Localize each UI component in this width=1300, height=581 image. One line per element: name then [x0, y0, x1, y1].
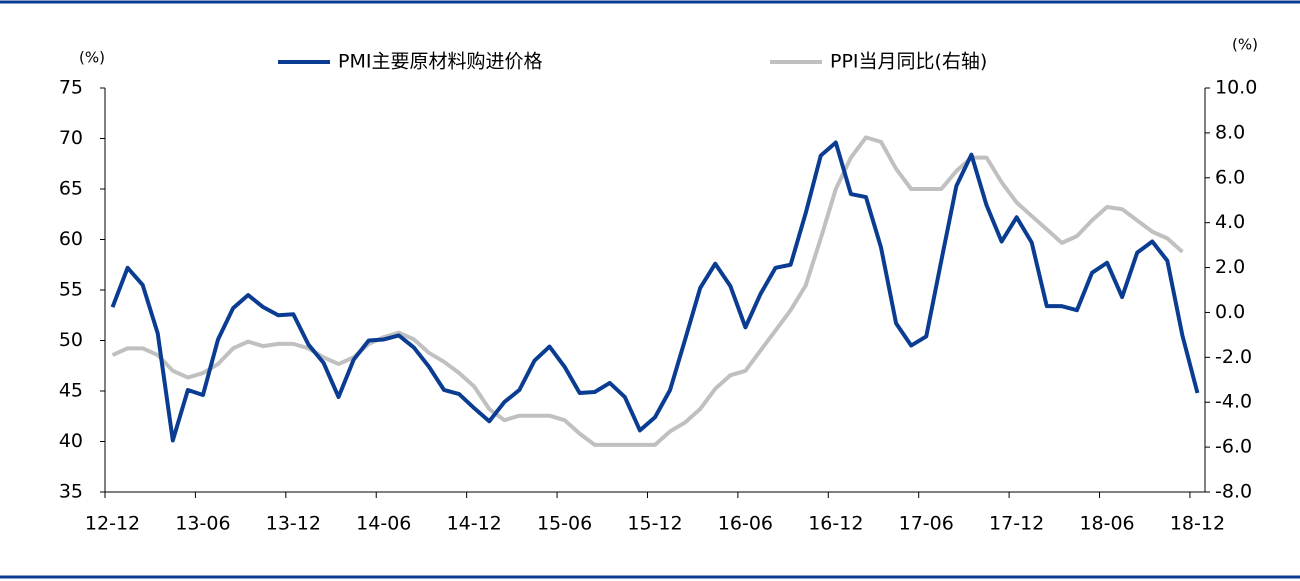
y2-tick-label: -4.0: [1215, 391, 1252, 413]
series-line: [110, 140, 1200, 443]
x-tick-label: 14-06: [356, 513, 411, 535]
x-tick-label: 16-06: [718, 513, 773, 535]
x-tick-label: 14-12: [447, 513, 502, 535]
x-tick-label: 17-12: [989, 513, 1044, 535]
y-tick-label: 50: [59, 329, 83, 351]
x-tick-label: 16-12: [808, 513, 863, 535]
x-tick-label: 13-12: [266, 513, 321, 535]
x-tick-label: 18-06: [1079, 513, 1134, 535]
y-tick-label: 40: [59, 430, 83, 452]
x-tick-label: 17-06: [899, 513, 954, 535]
x-tick-label: 15-12: [627, 513, 682, 535]
y-unit: (%): [79, 49, 105, 67]
legend-label: PMI主要原材料购进价格: [338, 51, 542, 73]
y2-tick-label: 10.0: [1215, 77, 1257, 99]
y2-unit: (%): [1232, 36, 1258, 54]
x-tick-label: 15-06: [537, 513, 592, 535]
y2-tick-label: 6.0: [1215, 166, 1245, 188]
y2-tick-label: 0.0: [1215, 301, 1245, 323]
y2-tick-label: 4.0: [1215, 211, 1245, 233]
x-tick-label: 12-12: [85, 513, 140, 535]
y-tick-label: 70: [59, 127, 83, 149]
y-tick-label: 55: [59, 279, 83, 301]
y-tick-label: 60: [59, 228, 83, 250]
y2-tick-label: 2.0: [1215, 256, 1245, 278]
y-tick-label: 65: [59, 178, 83, 200]
x-tick-label: 18-12: [1170, 513, 1225, 535]
legend-label: PPI当月同比(右轴): [830, 51, 987, 73]
y-tick-label: 35: [59, 481, 83, 503]
y2-tick-label: -8.0: [1215, 481, 1252, 503]
y2-tick-label: -2.0: [1215, 346, 1252, 368]
y2-tick-label: -6.0: [1215, 436, 1252, 458]
x-tick-label: 13-06: [175, 513, 230, 535]
y-tick-label: 45: [59, 380, 83, 402]
y-tick-label: 75: [59, 77, 83, 99]
series-line: [111, 135, 1184, 447]
y2-tick-label: 8.0: [1215, 121, 1245, 143]
